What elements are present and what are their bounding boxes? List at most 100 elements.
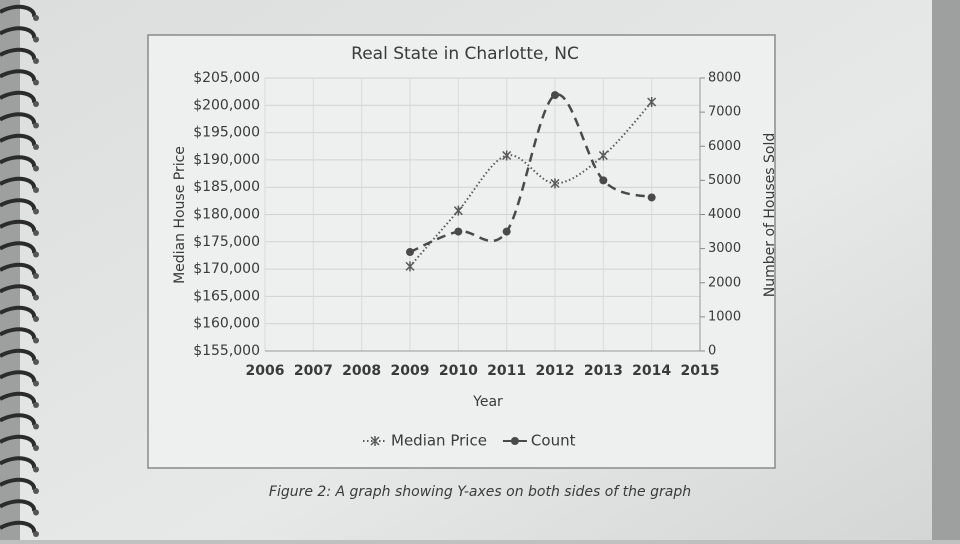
- y-tick-label: $165,000: [193, 288, 260, 304]
- y2-tick-label: 1000: [708, 309, 741, 324]
- y-tick-label: $160,000: [193, 316, 260, 332]
- x-tick-label: 2011: [487, 363, 526, 379]
- spiral-ring: [0, 176, 37, 190]
- y-tick-label: $170,000: [193, 261, 260, 277]
- legend-label: Median Price: [391, 432, 487, 450]
- spiral-hole: [33, 101, 39, 107]
- spiral-ring: [0, 262, 37, 276]
- y-tick-label: $195,000: [193, 125, 260, 141]
- spiral-ring: [0, 47, 37, 61]
- spiral-ring: [0, 219, 37, 233]
- plot: $155,000 $160,000 $165,000 $170,000 $175,000…: [193, 70, 741, 450]
- spiral-hole: [33, 208, 39, 215]
- marker: [551, 91, 559, 100]
- spiral-ring: [0, 520, 37, 534]
- marker: [454, 227, 463, 236]
- series-line: [409, 101, 653, 268]
- y-tick-label: $180,000: [193, 207, 260, 223]
- x-tick-label: 2008: [342, 363, 381, 379]
- x-tick-label: 2014: [632, 363, 671, 379]
- y2-tick-label: 4000: [708, 207, 741, 222]
- spiral-hole: [33, 165, 39, 172]
- spiral-ring: [0, 370, 37, 383]
- x-tick-label: 2006: [246, 363, 285, 379]
- spiral-hole: [33, 316, 39, 322]
- spiral-ring: [0, 69, 37, 82]
- spiral-hole: [33, 402, 39, 408]
- spiral-ring: [0, 413, 37, 426]
- chart-frame: [147, 34, 776, 469]
- y-tick-label: $190,000: [193, 152, 260, 168]
- spiral-ring: [0, 241, 37, 254]
- spiral-ring: [0, 4, 37, 18]
- marker: [453, 205, 463, 216]
- spiral-hole: [33, 273, 39, 279]
- spiral-ring: [0, 456, 37, 469]
- y2-tick-label: 7000: [708, 105, 741, 120]
- y2-tick-label: 6000: [708, 139, 741, 154]
- x-tick-label: 2013: [584, 363, 623, 379]
- spiral-hole: [33, 488, 39, 494]
- y2-tick-label: 8000: [708, 71, 741, 86]
- spiral-hole: [33, 294, 39, 301]
- chart-title: Real State in Charlotte, NC: [351, 44, 579, 64]
- y2-tick-label: 3000: [708, 241, 741, 256]
- y-axis-title: Median House Price: [172, 146, 188, 284]
- x-tick-label: 2012: [536, 363, 575, 379]
- spiral-hole: [33, 122, 39, 129]
- spiral-hole: [33, 445, 39, 451]
- spiral-ring: [0, 90, 37, 104]
- spiral-ring: [0, 112, 37, 125]
- spiral-hole: [33, 15, 39, 21]
- marker: [510, 437, 519, 445]
- spiral-ring: [0, 305, 37, 319]
- x-tick-label: 2009: [391, 363, 430, 379]
- spiral-ring: [0, 348, 37, 362]
- spiral-ring: [0, 391, 37, 405]
- y2-tick-label: 5000: [708, 173, 741, 188]
- spiral-ring: [0, 477, 37, 491]
- spiral-hole: [33, 380, 39, 387]
- spiral-ring: [0, 327, 37, 340]
- y-tick-label: $205,000: [193, 70, 260, 86]
- marker: [550, 178, 560, 189]
- marker: [598, 150, 608, 161]
- x-tick-label: 2010: [439, 363, 478, 379]
- y-tick-label: $155,000: [193, 343, 260, 359]
- y-tick-label: $200,000: [193, 97, 260, 113]
- y2-tick-label: 0: [708, 344, 716, 359]
- spiral-ring: [0, 499, 37, 512]
- spiral-hole: [33, 509, 39, 516]
- spiral-hole: [33, 359, 39, 365]
- spiral-binding: [0, 4, 39, 537]
- marker: [406, 248, 414, 257]
- spiral-ring: [0, 26, 37, 39]
- spiral-hole: [33, 36, 39, 43]
- spiral-hole: [33, 187, 39, 193]
- x-tick-label: 2007: [294, 363, 333, 379]
- marker: [405, 261, 415, 272]
- y-tick-label: $185,000: [193, 179, 260, 195]
- spiral-hole: [33, 337, 39, 344]
- y2-axis-title: Number of Houses Sold: [762, 133, 778, 297]
- spiral-hole: [33, 423, 39, 430]
- marker: [647, 97, 657, 108]
- marker: [370, 436, 380, 446]
- marker: [647, 193, 656, 202]
- marker: [502, 227, 511, 236]
- legend-label: Count: [531, 432, 576, 450]
- spiral-hole: [33, 466, 39, 473]
- spiral-ring: [0, 133, 37, 147]
- y-tick-label: $175,000: [193, 234, 260, 250]
- x-tick-label: 2015: [681, 363, 720, 379]
- spiral-ring: [0, 284, 37, 297]
- spiral-hole: [33, 531, 39, 537]
- spiral-ring: [0, 434, 37, 448]
- spiral-hole: [33, 144, 39, 150]
- marker: [502, 150, 512, 161]
- marker: [599, 176, 608, 185]
- spiral-ring: [0, 155, 37, 168]
- caption: Figure 2: A graph showing Y-axes on both…: [269, 484, 691, 500]
